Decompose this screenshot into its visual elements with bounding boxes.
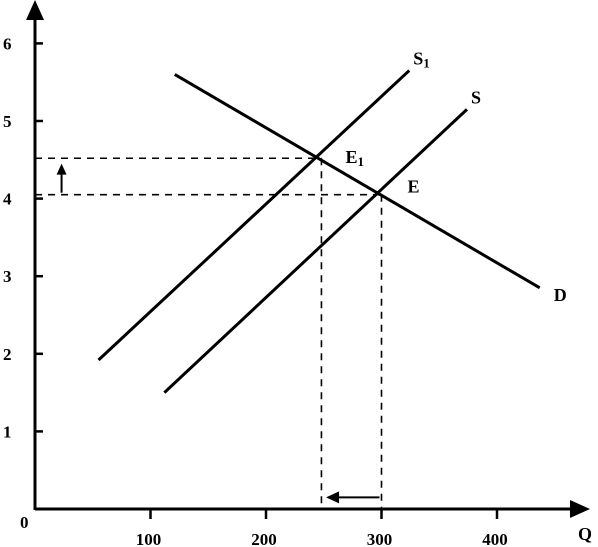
curve-label-s: S (471, 87, 481, 107)
x-tick-label-300: 300 (367, 530, 393, 547)
curve-s1 (97, 69, 411, 362)
x-tick-label-400: 400 (482, 530, 508, 547)
curve-d (173, 73, 541, 290)
y-tick-label-2: 2 (3, 345, 12, 364)
curve-label-d: D (554, 285, 567, 305)
y-axis-arrowhead (26, 0, 44, 20)
axes-layer (26, 0, 590, 518)
equilibrium-label-e: E (408, 177, 420, 197)
y-tick-label-3: 3 (3, 267, 12, 286)
y-tick-label-5: 5 (3, 112, 12, 131)
origin-label: 0 (20, 513, 29, 532)
annotations-layer (56, 163, 380, 504)
y-tick-label-6: 6 (3, 34, 12, 53)
y-tick-label-4: 4 (3, 190, 12, 209)
guides-layer (35, 157, 383, 509)
price-rise-arrowhead (56, 163, 67, 175)
x-axis-arrowhead (570, 500, 590, 518)
x-tick-label-200: 200 (251, 530, 277, 547)
curve-label-s1: S1 (413, 49, 430, 71)
labels-layer: 0 Q D S S1 E E1 (20, 49, 592, 544)
curve-s (163, 108, 468, 394)
x-axis-label: Q (578, 524, 592, 544)
y-tick-label-1: 1 (3, 422, 12, 441)
curves-layer (97, 69, 541, 394)
quantity-fall-arrowhead (326, 491, 340, 504)
equilibrium-label-e1: E1 (345, 147, 364, 169)
x-tick-label-100: 100 (136, 530, 162, 547)
ticks-layer: 1 2 3 4 5 6 100 200 300 400 (3, 34, 508, 547)
